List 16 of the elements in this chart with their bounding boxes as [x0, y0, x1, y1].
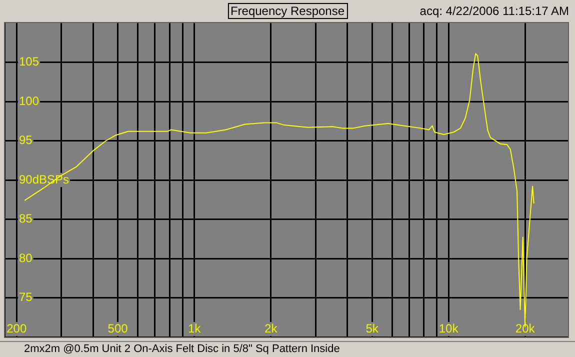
- y-tick-label: 75: [19, 290, 33, 304]
- y-tick-label: 80: [19, 250, 33, 265]
- x-tick-label: 500: [108, 321, 128, 336]
- y-tick-label: 85: [19, 212, 33, 226]
- x-tick-label: 2k: [264, 321, 278, 336]
- x-tick-label: 10k: [438, 321, 460, 336]
- x-tick-label: 200: [6, 321, 27, 336]
- text: 2mx2m @0.5m Unit 2 On-Axis Felt Disc in 5/8" Sq Pattern Inside: [24, 343, 340, 355]
- x-tick-label: 20k: [515, 321, 536, 336]
- y-tick-label: 100: [19, 94, 40, 108]
- text: acq: 4/22/2006 11:15:17 AM: [420, 4, 569, 18]
- y-tick-label: 105: [19, 54, 40, 69]
- y-tick-label: 95: [19, 133, 33, 148]
- chart-title: Frequency Response: [227, 3, 348, 19]
- x-tick-label: 5k: [366, 321, 380, 336]
- x-tick-label: 1k: [188, 321, 202, 336]
